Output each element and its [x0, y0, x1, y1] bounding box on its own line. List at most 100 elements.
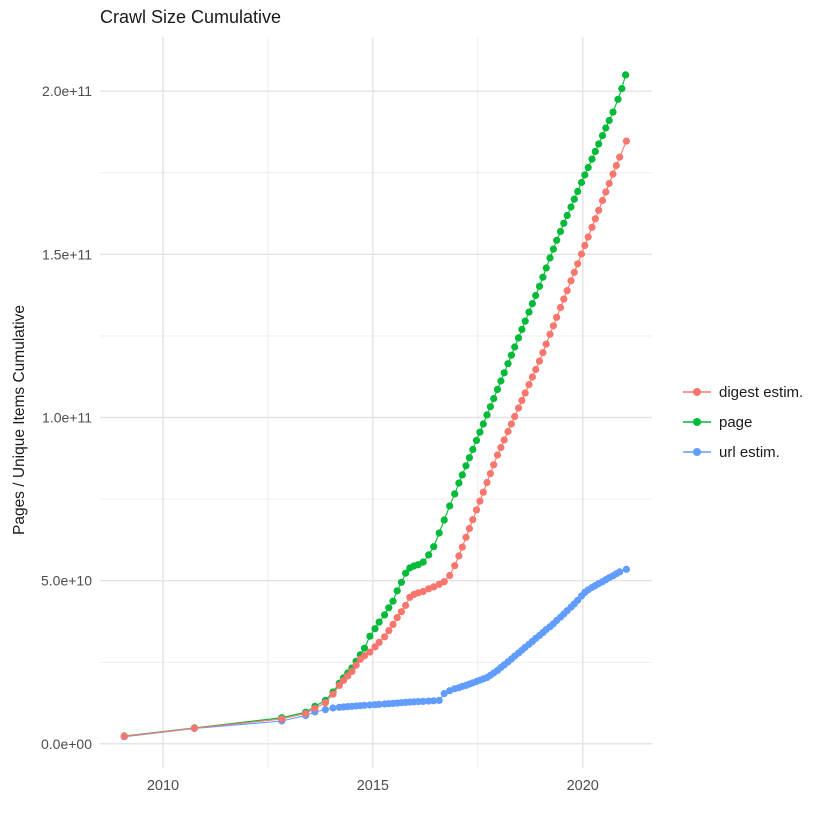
series-digest-estim-point	[190, 724, 198, 732]
series-url-estim-point	[435, 696, 443, 705]
series-digest-estim-point	[535, 357, 544, 365]
series-page-point	[479, 420, 487, 428]
series-url-estim-point	[430, 697, 438, 705]
series-digest-estim-point	[539, 349, 547, 357]
series-page-point	[570, 195, 578, 203]
series-digest-estim-point	[500, 436, 508, 444]
series-digest-estim-point	[493, 451, 502, 459]
series-page-point	[490, 395, 498, 403]
series-digest-estim-point	[609, 170, 617, 178]
series-digest-estim-point	[616, 153, 624, 161]
legend-label-digest-estim: digest estim.	[719, 384, 803, 401]
series-url-estim-line	[124, 568, 627, 738]
series-page-point	[622, 71, 630, 79]
series-page-point	[581, 171, 589, 179]
series-page-point	[567, 203, 575, 211]
series-digest-estim-point	[514, 404, 523, 412]
series-digest-estim-point	[591, 215, 599, 223]
chart-title: Crawl Size Cumulative	[100, 7, 282, 27]
series-digest-estim-point	[584, 233, 592, 241]
series-page-point	[618, 85, 626, 93]
series-digest-estim-point	[469, 516, 477, 524]
series-digest-estim-point	[397, 608, 405, 616]
series-page-point	[462, 462, 470, 470]
series-page-line	[124, 74, 627, 737]
series-digest-estim-point	[335, 681, 343, 690]
series-digest-estim-point	[451, 562, 459, 570]
series-digest-estim-point	[329, 690, 337, 698]
series-digest-estim-point	[612, 162, 620, 170]
legend-key-dot-page	[693, 418, 701, 426]
series-digest-estim-point	[490, 461, 498, 469]
y-tick-label: 1.5e+11	[42, 246, 92, 262]
series-page-point	[497, 377, 505, 385]
series-page-point	[605, 116, 613, 125]
series-page-point	[549, 245, 558, 253]
series-digest-estim-point	[479, 488, 487, 496]
series-page-point	[584, 163, 592, 172]
series-digest-estim-point	[302, 709, 310, 718]
series-page-point	[440, 516, 448, 524]
series-page-point	[402, 569, 410, 577]
series-digest-estim-point	[402, 601, 410, 610]
series-digest-estim-point	[598, 196, 607, 205]
series-digest-estim-point	[563, 287, 571, 295]
series-url-estim-point	[329, 704, 337, 712]
legend-key-dot-digest-estim	[693, 388, 701, 396]
series-page-point	[381, 611, 389, 619]
series-digest-estim-point	[393, 614, 401, 622]
series-page-point	[493, 385, 502, 393]
y-tick-label: 0.0e+00	[41, 736, 92, 752]
series-page-point	[483, 411, 491, 419]
series-page-point	[535, 282, 544, 290]
series-digest-estim-point	[525, 381, 533, 389]
series-page-point	[366, 632, 374, 640]
series-page-point	[521, 317, 529, 325]
legend-label-url-estim: url estim.	[719, 444, 780, 461]
series-page-point	[532, 291, 540, 300]
series-page-point	[500, 369, 508, 377]
series-digest-estim-point	[486, 470, 494, 478]
series-page-point	[507, 351, 515, 359]
y-tick-label: 5.0e+10	[41, 573, 92, 589]
series-page-point	[525, 308, 533, 316]
series-page-point	[430, 543, 438, 551]
series-digest-estim-point	[462, 533, 470, 541]
series-digest-estim-point	[577, 250, 586, 258]
series-digest-estim-point	[622, 137, 631, 145]
series-digest-estim-point	[528, 373, 537, 381]
series-digest-estim-point	[360, 652, 369, 660]
series-page-point	[588, 155, 596, 163]
series-digest-estim-point	[472, 506, 481, 514]
series-digest-estim-point	[602, 188, 610, 196]
series-page-point	[546, 254, 554, 262]
series-page-point	[560, 219, 568, 227]
series-page-point	[598, 132, 607, 140]
series-digest-estim-point	[465, 524, 473, 533]
series-page-point	[542, 264, 550, 272]
legend-key-dot-url-estim	[693, 448, 701, 456]
series-digest-estim-point	[567, 277, 575, 285]
series-digest-estim-point	[588, 223, 596, 231]
series-digest-estim-point	[511, 412, 519, 421]
series-url-estim-point	[360, 701, 369, 709]
series-page-point	[455, 479, 463, 487]
series-digest-estim-point	[518, 396, 526, 405]
series-page-point	[609, 108, 617, 116]
series-page-point	[563, 211, 571, 220]
series-digest-estim-point	[381, 633, 389, 641]
series-digest-estim-point	[375, 638, 383, 647]
series-digest-estim-point	[385, 627, 393, 635]
x-tick-label: 2020	[567, 778, 599, 794]
series-digest-estim-point	[440, 578, 448, 586]
series-digest-estim-point	[352, 661, 360, 669]
series-digest-estim-point	[120, 732, 128, 740]
series-page-point	[556, 227, 565, 236]
series-page-point	[371, 625, 379, 633]
series-page-point	[375, 618, 383, 626]
series-url-estim-point	[321, 706, 329, 714]
series-digest-estim-point	[521, 389, 529, 397]
series-page-point	[574, 187, 582, 195]
series-digest-estim-point	[419, 587, 427, 596]
